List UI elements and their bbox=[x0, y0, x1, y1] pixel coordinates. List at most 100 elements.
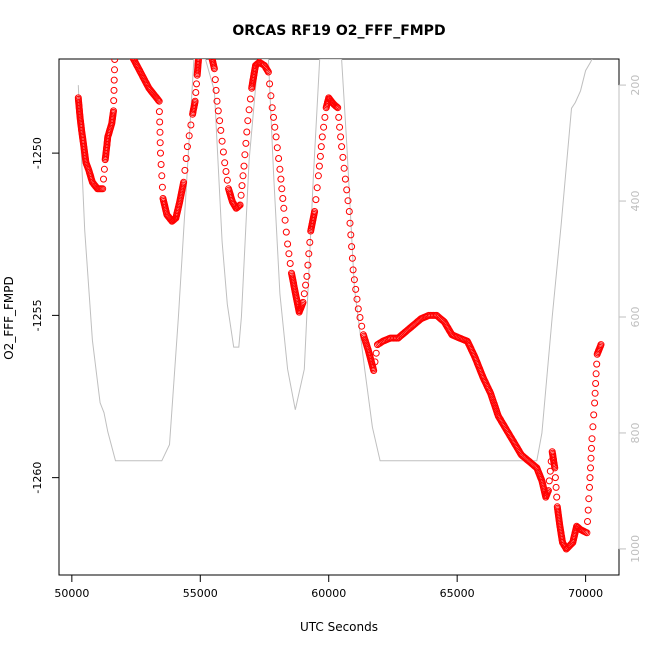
data-point bbox=[277, 175, 285, 183]
data-point bbox=[196, 50, 202, 56]
data-point bbox=[246, 95, 254, 103]
data-point bbox=[121, 38, 127, 44]
data-point bbox=[591, 399, 599, 407]
data-point bbox=[116, 29, 122, 35]
data-point bbox=[352, 285, 360, 293]
data-point bbox=[340, 164, 348, 172]
data-point bbox=[122, 39, 128, 45]
data-point bbox=[275, 155, 283, 162]
data-point bbox=[317, 143, 325, 151]
data-point bbox=[112, 43, 118, 49]
data-point bbox=[347, 231, 355, 239]
y2-tick-label: 200 bbox=[629, 75, 642, 96]
data-point bbox=[222, 168, 230, 175]
data-point bbox=[238, 182, 246, 190]
data-point bbox=[587, 464, 594, 472]
data-point bbox=[584, 506, 592, 514]
data-point bbox=[202, 47, 208, 53]
data-point bbox=[113, 40, 119, 46]
data-point bbox=[195, 59, 202, 63]
data-point bbox=[282, 228, 290, 236]
data-point bbox=[592, 370, 600, 378]
data-point bbox=[546, 467, 554, 475]
data-point bbox=[254, 59, 262, 67]
data-point bbox=[155, 97, 163, 105]
data-point bbox=[191, 97, 199, 105]
data-point bbox=[315, 162, 323, 170]
data-point bbox=[280, 204, 288, 212]
data-point bbox=[208, 50, 214, 56]
data-point bbox=[312, 196, 320, 204]
data-point bbox=[348, 254, 356, 262]
y2-tick-label: 1000 bbox=[629, 535, 642, 563]
data-point bbox=[130, 59, 137, 63]
data-point bbox=[99, 185, 107, 193]
data-point bbox=[124, 44, 130, 50]
data-point bbox=[110, 76, 118, 84]
data-point bbox=[333, 103, 341, 111]
y-tick-label: -1260 bbox=[31, 462, 44, 494]
data-point bbox=[345, 208, 353, 215]
data-point bbox=[114, 27, 120, 33]
data-point bbox=[278, 185, 286, 193]
data-point bbox=[156, 118, 164, 126]
data-point bbox=[552, 483, 560, 491]
data-point bbox=[586, 474, 594, 482]
data-point bbox=[320, 123, 328, 131]
data-point bbox=[205, 48, 211, 54]
data-point bbox=[112, 42, 118, 48]
data-point bbox=[128, 52, 134, 58]
data-point bbox=[110, 86, 118, 94]
data-point bbox=[123, 42, 129, 48]
x-tick-label: 55000 bbox=[183, 587, 218, 600]
data-point bbox=[128, 50, 134, 56]
data-point bbox=[313, 184, 321, 192]
data-point bbox=[214, 107, 222, 115]
data-point bbox=[593, 360, 601, 368]
data-point bbox=[245, 106, 253, 114]
data-point bbox=[217, 126, 225, 134]
data-point bbox=[337, 133, 345, 141]
data-point bbox=[187, 121, 195, 129]
data-point bbox=[206, 49, 212, 55]
data-point bbox=[181, 166, 189, 174]
data-point bbox=[544, 487, 552, 495]
data-point bbox=[127, 49, 133, 55]
y2-tick-label: 400 bbox=[629, 191, 642, 212]
data-point bbox=[185, 132, 193, 140]
data-point bbox=[341, 175, 349, 183]
data-point bbox=[304, 261, 312, 269]
data-point bbox=[243, 128, 251, 136]
plot-frame bbox=[58, 58, 620, 576]
data-point bbox=[100, 175, 107, 183]
data-point bbox=[113, 31, 119, 37]
data-point bbox=[273, 144, 281, 152]
data-point bbox=[321, 113, 329, 121]
data-point bbox=[125, 45, 131, 51]
data-point bbox=[113, 39, 119, 45]
data-point bbox=[588, 435, 596, 443]
data-point bbox=[119, 35, 125, 41]
data-point bbox=[266, 80, 274, 88]
data-point bbox=[343, 186, 351, 194]
data-point bbox=[583, 529, 591, 537]
x-axis-label: UTC Seconds bbox=[300, 620, 378, 634]
data-point bbox=[349, 266, 357, 274]
data-point bbox=[111, 59, 119, 63]
data-point bbox=[236, 201, 244, 209]
data-point bbox=[110, 107, 117, 115]
data-point bbox=[585, 495, 593, 503]
data-point bbox=[590, 411, 598, 419]
data-point bbox=[199, 47, 205, 53]
data-point bbox=[551, 464, 559, 472]
data-point bbox=[344, 197, 352, 205]
data-point bbox=[180, 178, 188, 186]
data-point bbox=[354, 305, 362, 313]
data-point bbox=[117, 31, 123, 37]
data-point bbox=[348, 243, 356, 251]
data-point bbox=[192, 89, 200, 96]
data-point bbox=[157, 149, 164, 157]
data-point bbox=[334, 104, 342, 112]
y2-tick-label: 800 bbox=[629, 422, 642, 443]
